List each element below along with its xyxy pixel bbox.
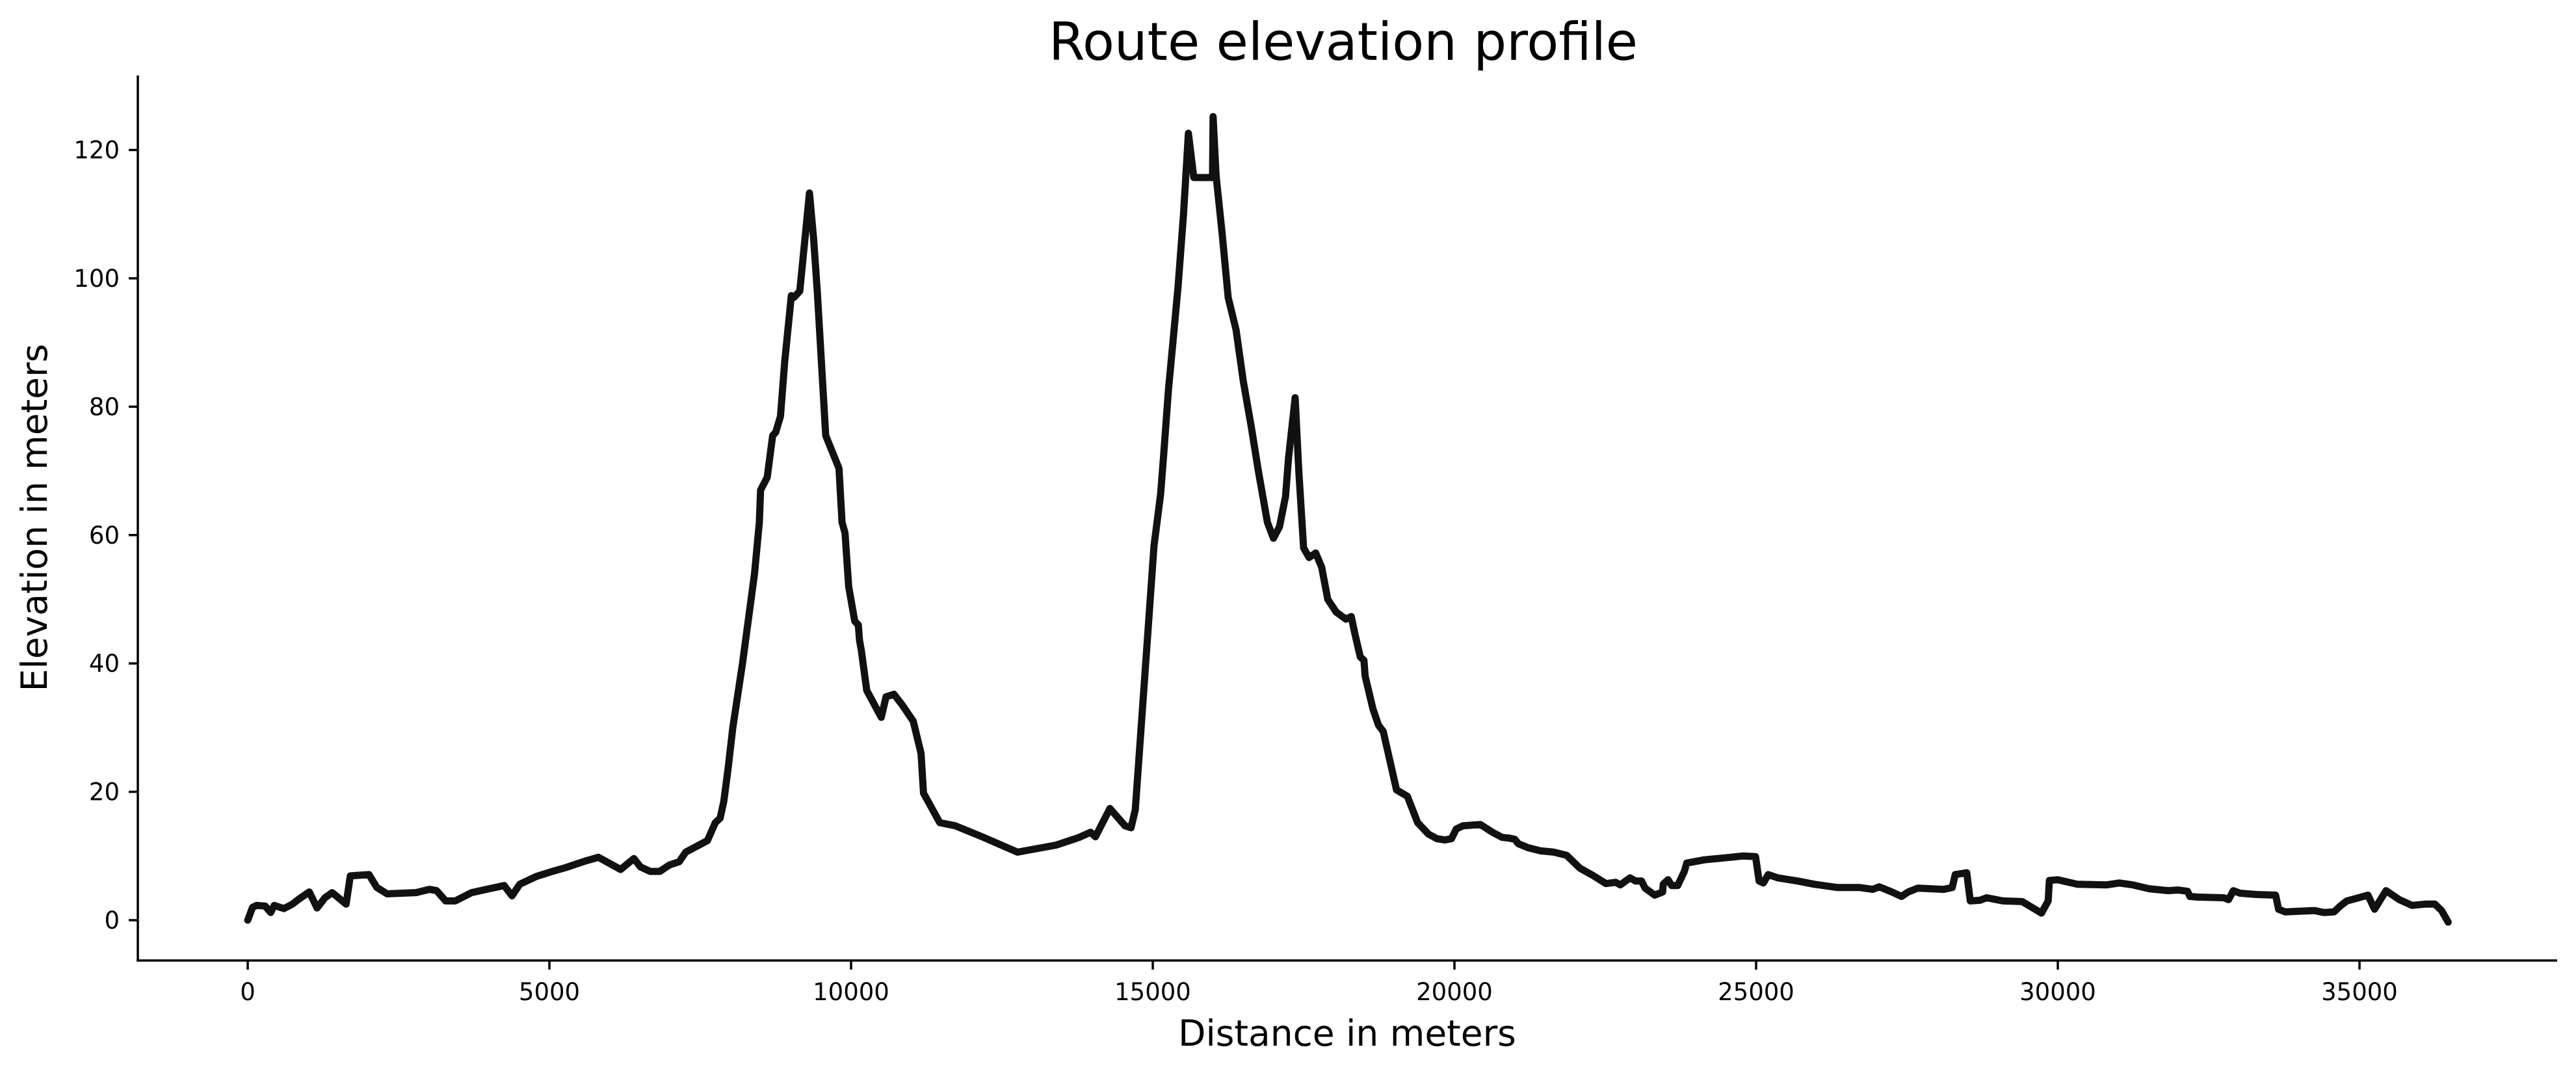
y-tick-label: 80 [89,393,120,421]
y-axis-label: Elevation in meters [14,344,55,692]
elevation-line [244,113,2452,926]
x-tick-label: 35000 [2321,978,2398,1006]
x-tick-label: 5000 [519,978,580,1006]
x-tick-label: 0 [240,978,256,1006]
x-axis-ticks: 0 5000 10000 15000 20000 25000 30000 35000 [240,960,2398,1006]
x-tick-label: 10000 [813,978,889,1006]
x-tick-label: 25000 [1718,978,1794,1006]
y-tick-label: 100 [73,265,120,293]
y-tick-label: 0 [104,907,120,934]
x-tick-label: 20000 [1416,978,1493,1006]
x-tick-label: 15000 [1114,978,1191,1006]
y-tick-label: 40 [89,650,120,678]
y-tick-label: 20 [89,778,120,806]
x-tick-label: 30000 [2019,978,2096,1006]
plot-area: 0 5000 10000 15000 20000 25000 30000 35000 0 20 4… [73,75,2557,1006]
y-tick-label: 120 [73,137,120,165]
x-axis-label: Distance in meters [1178,1013,1516,1054]
chart-title: Route elevation profile [1049,12,1638,72]
y-tick-label: 60 [89,522,120,550]
y-axis-ticks: 0 20 40 60 80 100 120 [73,137,138,934]
